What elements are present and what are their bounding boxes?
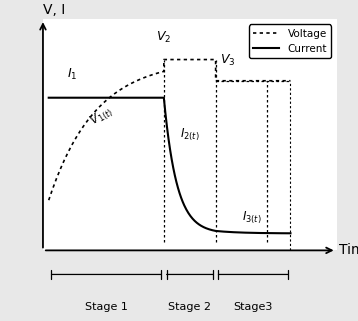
Legend: Voltage, Current: Voltage, Current: [249, 24, 331, 58]
Text: Stage3: Stage3: [233, 302, 273, 312]
Text: $V_2$: $V_2$: [156, 30, 171, 45]
Text: Stage 1: Stage 1: [85, 302, 128, 312]
Text: $I_{3(t)}$: $I_{3(t)}$: [242, 210, 261, 226]
Text: Time: Time: [339, 243, 358, 257]
Text: $V_{1(t)}$: $V_{1(t)}$: [87, 103, 116, 130]
Text: $V_3$: $V_3$: [220, 53, 236, 68]
Text: $V_N$: $V_N$: [258, 30, 275, 45]
Text: Stage 2: Stage 2: [168, 302, 211, 312]
Text: $I_{2(t)}$: $I_{2(t)}$: [180, 126, 199, 143]
Text: $I_1$: $I_1$: [67, 67, 78, 82]
Text: V, I: V, I: [43, 3, 65, 17]
